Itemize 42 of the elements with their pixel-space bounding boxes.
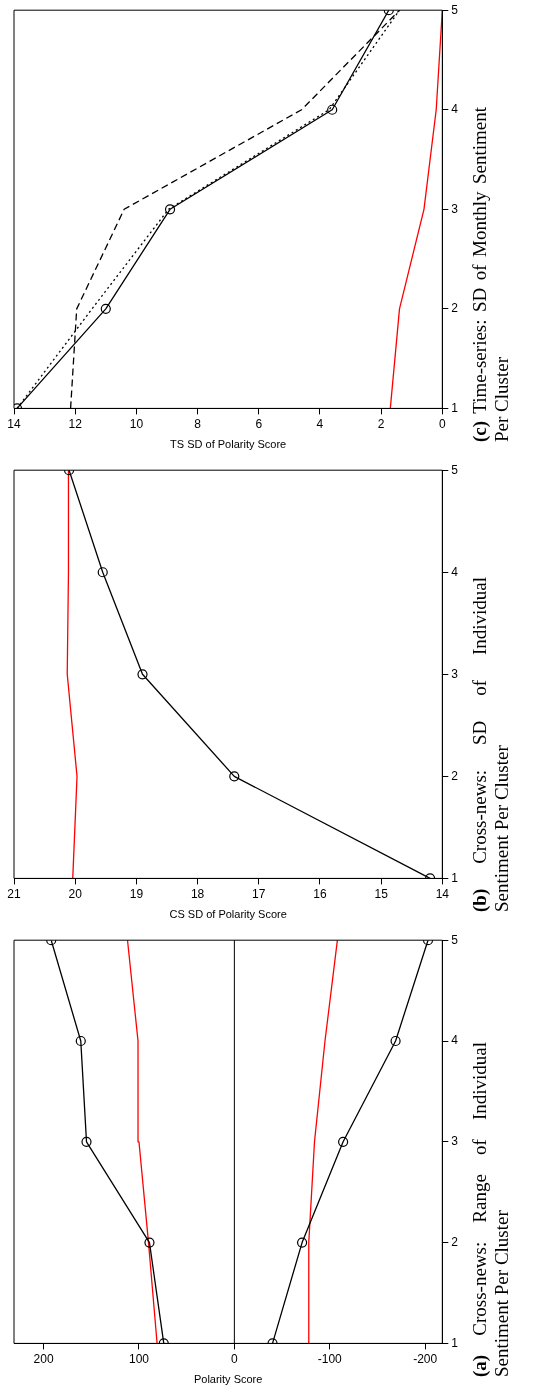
x-tick-label: 10 — [129, 416, 144, 431]
x-tick-label: 14 — [7, 416, 21, 431]
y-tick-label: 2 — [451, 768, 459, 783]
y-tick-label: 1 — [451, 400, 459, 415]
x-axis-title: TS SD of Polarity Score — [170, 438, 287, 451]
x-tick-label: -200 — [413, 1351, 438, 1366]
x-tick-label: 0 — [231, 1351, 239, 1366]
y-tick-label: 4 — [451, 1033, 459, 1048]
y-tick-label: 2 — [451, 1234, 459, 1249]
x-tick-label: 19 — [129, 886, 144, 901]
x-axis-title: Polarity Score — [193, 1373, 263, 1386]
x-tick-label: 4 — [316, 416, 324, 431]
x-tick-label: 17 — [252, 886, 266, 901]
x-tick-label: 2 — [377, 416, 385, 431]
y-tick-label: 3 — [451, 201, 459, 216]
x-tick-label: 15 — [374, 886, 389, 901]
x-tick-label: -100 — [317, 1351, 343, 1366]
y-tick-label: 2 — [451, 301, 459, 316]
y-tick-label: 5 — [451, 462, 459, 477]
y-tick-label: 3 — [451, 1134, 459, 1149]
y-tick-label: 5 — [451, 932, 459, 947]
y-tick-label: 1 — [451, 870, 459, 885]
x-tick-label: 18 — [190, 886, 205, 901]
y-tick-label: 3 — [451, 666, 459, 681]
y-tick-label: 4 — [451, 564, 459, 579]
text: (c) Time-series: SD of Monthly Sentiment Per Cluster — [468, 107, 513, 442]
x-tick-label: 6 — [255, 416, 263, 431]
x-tick-label: 200 — [33, 1351, 54, 1366]
y-tick-label: 5 — [451, 2, 459, 17]
y-tick-label: 1 — [451, 1335, 459, 1350]
x-tick-label: 14 — [435, 886, 450, 901]
x-axis-title: CS SD of Polarity Score — [169, 908, 287, 921]
x-tick-label: 20 — [68, 886, 83, 901]
text: (a) Cross-news: Range of Individual Sentiment Per Cluster — [468, 1042, 513, 1377]
y-tick-label: 4 — [451, 102, 459, 117]
x-tick-label: 16 — [313, 886, 327, 901]
x-tick-label: 21 — [7, 886, 21, 901]
text: (b) Cross-news: SD of Individual Sentiment Per Cluster — [469, 577, 512, 912]
x-tick-label: 100 — [128, 1351, 150, 1366]
x-tick-label: 12 — [68, 416, 83, 431]
x-tick-label: 8 — [194, 416, 202, 431]
x-tick-label: 0 — [438, 416, 446, 431]
